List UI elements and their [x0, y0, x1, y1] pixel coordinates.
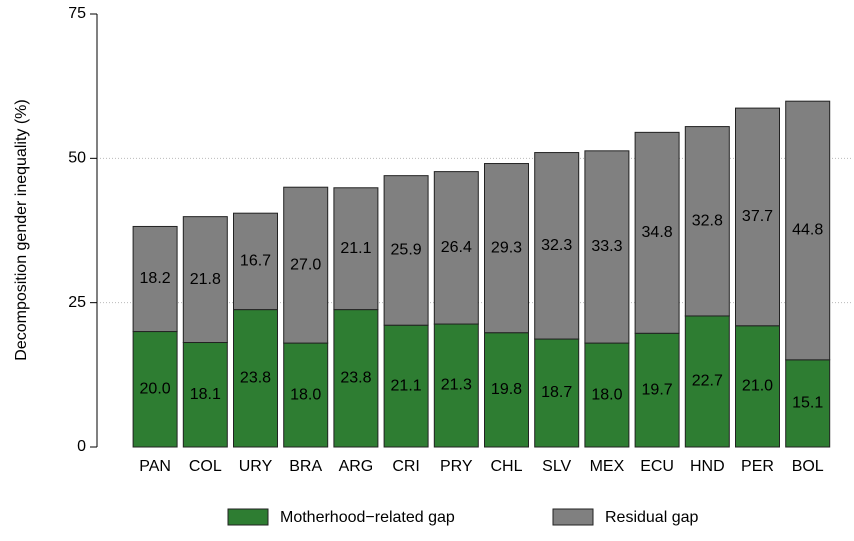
data-label: 29.3 [491, 239, 522, 256]
bar-segment [484, 163, 529, 334]
bar-segment [634, 131, 680, 334]
bar-segment [584, 342, 630, 448]
data-label: 15.1 [792, 395, 823, 412]
data-label: 25.9 [391, 242, 422, 259]
data-label: 18.2 [140, 270, 171, 287]
bar-segment [735, 107, 780, 327]
bar-segment [484, 332, 529, 448]
x-tick-label: HND [690, 458, 725, 475]
legend-swatch [227, 508, 269, 526]
y-tick-label: 0 [77, 438, 86, 455]
bar-segment [433, 171, 479, 325]
data-label: 23.8 [240, 370, 271, 387]
data-label: 32.3 [541, 237, 572, 254]
data-label: 22.7 [692, 373, 723, 390]
x-tick-label: BOL [792, 458, 824, 475]
x-tick-label: ECU [640, 458, 674, 475]
data-label: 37.7 [742, 208, 773, 225]
bar-segment [534, 152, 580, 340]
bar-segment [383, 324, 429, 448]
x-tick-label: ARG [339, 458, 374, 475]
x-tick-label: SLV [542, 458, 571, 475]
x-tick-label: PER [741, 458, 774, 475]
x-tick-label: BRA [289, 458, 322, 475]
data-label: 33.3 [591, 238, 622, 255]
bar-segment [785, 100, 831, 361]
x-tick-label: MEX [590, 458, 625, 475]
bar-segment [182, 216, 228, 344]
data-label: 21.1 [391, 377, 422, 394]
x-tick-label: PRY [440, 458, 473, 475]
y-tick-label: 50 [68, 150, 86, 167]
data-label: 18.0 [591, 386, 622, 403]
legend-label: Residual gap [605, 509, 699, 526]
bar-segment [283, 186, 329, 344]
data-label: 19.7 [642, 381, 673, 398]
data-label: 18.7 [541, 384, 572, 401]
data-label: 44.8 [792, 222, 823, 239]
bar-segment [634, 332, 680, 448]
bar-segment [333, 309, 379, 448]
x-tick-label: CHL [490, 458, 522, 475]
y-axis-label: Decomposition gender inequality (%) [13, 99, 30, 360]
data-label: 18.0 [290, 386, 321, 403]
bar-segment [785, 359, 831, 448]
data-label: 21.3 [441, 377, 472, 394]
x-tick-label: PAN [139, 458, 171, 475]
bar-segment [233, 212, 278, 311]
bar-segment [684, 126, 730, 317]
bar-segment [283, 342, 329, 448]
data-label: 21.1 [340, 240, 371, 257]
data-label: 21.0 [742, 378, 773, 395]
legend-swatch [552, 508, 594, 526]
bar-segment [132, 331, 178, 448]
bar-segment [534, 338, 580, 448]
data-label: 16.7 [240, 253, 271, 270]
bar-segment [433, 323, 479, 448]
data-label: 18.1 [190, 386, 221, 403]
y-tick-label: 75 [68, 5, 86, 22]
x-tick-label: COL [189, 458, 222, 475]
data-label: 26.4 [441, 239, 472, 256]
data-label: 23.8 [340, 370, 371, 387]
x-tick-label: URY [239, 458, 273, 475]
y-tick-label: 25 [68, 294, 86, 311]
data-label: 21.8 [190, 271, 221, 288]
data-label: 20.0 [140, 380, 171, 397]
bar-segment [735, 325, 780, 448]
data-label: 19.8 [491, 381, 522, 398]
bar-segment [333, 187, 379, 311]
x-tick-label: CRI [392, 458, 420, 475]
data-label: 34.8 [642, 224, 673, 241]
bar-segment [584, 150, 630, 344]
data-label: 32.8 [692, 212, 723, 229]
bar-segment [383, 175, 429, 326]
bar-segment [132, 225, 178, 333]
bar-segment [684, 315, 730, 448]
data-label: 27.0 [290, 256, 321, 273]
legend-label: Motherhood−related gap [280, 509, 455, 526]
